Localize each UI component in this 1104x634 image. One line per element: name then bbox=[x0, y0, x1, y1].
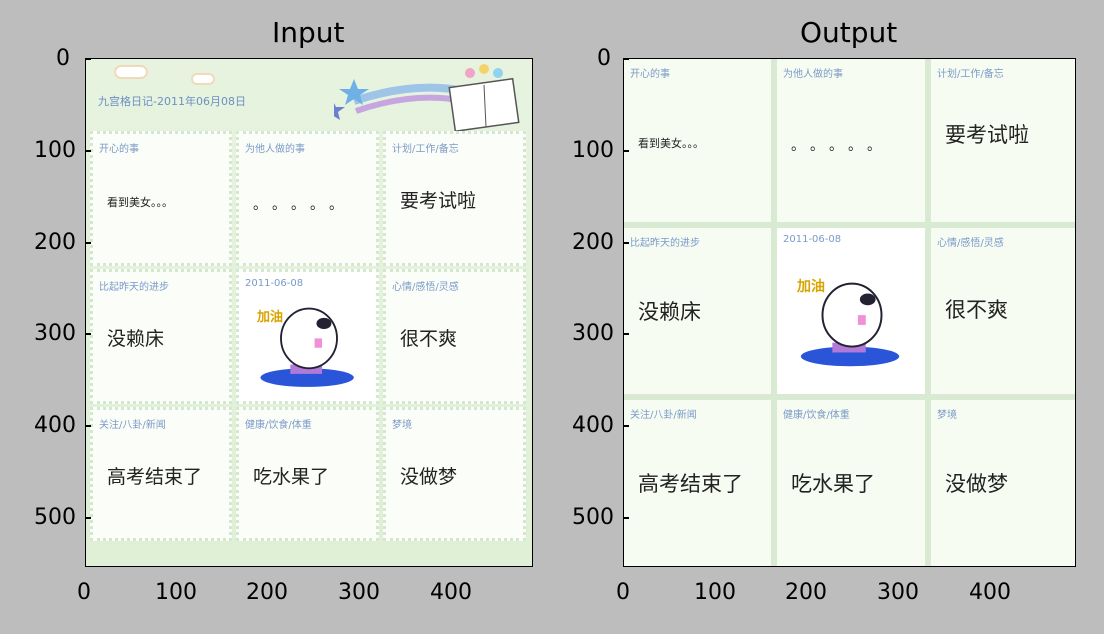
cell-content: 吃水果了 bbox=[253, 466, 330, 488]
cell-news: 关注/八卦/新闻 高考结束了 bbox=[90, 407, 232, 541]
input-x-tick: 400 bbox=[430, 580, 472, 605]
cell-label: 健康/饮食/体重 bbox=[245, 420, 312, 431]
output-y-tick: 400 bbox=[572, 413, 614, 438]
output-title: Output bbox=[800, 16, 898, 49]
ocell-date-sticker: 2011-06-08 加油 bbox=[777, 228, 925, 394]
cell-content: 吃水果了 bbox=[791, 472, 875, 496]
output-y-tick: 500 bbox=[572, 505, 614, 530]
cell-dream: 梦境 没做梦 bbox=[383, 407, 526, 541]
ocell-plan: 计划/工作/备忘 要考试啦 bbox=[931, 59, 1075, 222]
cell-label: 2011-06-08 bbox=[783, 234, 842, 245]
input-title: Input bbox=[272, 16, 345, 49]
cell-mood: 心情/感悟/灵感 很不爽 bbox=[383, 269, 526, 404]
cell-label: 比起昨天的进步 bbox=[99, 282, 169, 293]
cell-label: 关注/八卦/新闻 bbox=[99, 420, 166, 431]
ocell-dream: 梦境 没做梦 bbox=[931, 400, 1075, 566]
cell-content: 没赖床 bbox=[638, 300, 701, 324]
output-y-tick: 0 bbox=[597, 46, 611, 71]
output-x-tick: 300 bbox=[877, 580, 919, 605]
input-axes: 九宫格日记-2011年06月08日 开心的事 看到美女。。。 为他人做的事 。。… bbox=[85, 58, 533, 567]
cell-label: 开心的事 bbox=[630, 69, 670, 80]
ocell-for-others: 为他人做的事 。。。。。 bbox=[777, 59, 925, 222]
input-y-tick: 300 bbox=[34, 321, 76, 346]
cell-content: 。。。。。 bbox=[253, 197, 355, 213]
cell-happy-things: 开心的事 看到美女。。。 bbox=[90, 131, 232, 266]
input-diary-image: 九宫格日记-2011年06月08日 开心的事 看到美女。。。 为他人做的事 。。… bbox=[86, 59, 532, 566]
output-x-tick: 200 bbox=[785, 580, 827, 605]
output-x-tick: 0 bbox=[616, 580, 630, 605]
cell-content: 。。。。。 bbox=[791, 138, 893, 154]
sticker-text: 加油 bbox=[257, 310, 284, 325]
cell-label: 计划/工作/备忘 bbox=[392, 144, 459, 155]
input-y-tick: 0 bbox=[56, 46, 70, 71]
sticker-text: 加油 bbox=[797, 279, 825, 295]
cloud-icon bbox=[114, 65, 148, 79]
cell-label: 比起昨天的进步 bbox=[630, 238, 700, 249]
ocell-mood: 心情/感悟/灵感 很不爽 bbox=[931, 228, 1075, 394]
shooting-star-book-icon bbox=[334, 64, 520, 133]
input-y-tick: 500 bbox=[34, 505, 76, 530]
cell-content: 高考结束了 bbox=[638, 472, 743, 496]
cell-date-sticker: 2011-06-08 加油 bbox=[236, 269, 379, 404]
input-y-tick: 200 bbox=[34, 230, 76, 255]
input-x-tick: 300 bbox=[338, 580, 380, 605]
ocell-news: 关注/八卦/新闻 高考结束了 bbox=[624, 400, 771, 566]
cell-health: 健康/饮食/体重 吃水果了 bbox=[236, 407, 379, 541]
cell-content: 要考试啦 bbox=[400, 190, 477, 212]
cell-label: 心情/感悟/灵感 bbox=[937, 238, 1004, 249]
cloud-icon bbox=[191, 73, 215, 85]
cell-content: 很不爽 bbox=[945, 298, 1008, 322]
ocell-health: 健康/饮食/体重 吃水果了 bbox=[777, 400, 925, 566]
cell-content: 很不爽 bbox=[400, 328, 458, 350]
input-x-tick: 100 bbox=[155, 580, 197, 605]
cheer-sticker-icon bbox=[800, 282, 900, 367]
cell-content: 看到美女。。。 bbox=[107, 196, 173, 209]
cell-content: 没赖床 bbox=[107, 328, 165, 350]
output-x-tick: 400 bbox=[969, 580, 1011, 605]
cell-content: 高考结束了 bbox=[107, 466, 203, 488]
output-y-tick: 100 bbox=[572, 138, 614, 163]
output-axes: 开心的事 看到美女。。。 为他人做的事 。。。。。 计划/工作/备忘 要考试啦 … bbox=[623, 58, 1076, 567]
cheer-sticker-icon bbox=[260, 307, 354, 387]
cell-for-others: 为他人做的事 。。。。。 bbox=[236, 131, 379, 266]
ocell-progress: 比起昨天的进步 没赖床 bbox=[624, 228, 771, 394]
cell-progress: 比起昨天的进步 没赖床 bbox=[90, 269, 232, 404]
input-x-tick: 0 bbox=[77, 580, 91, 605]
cell-label: 心情/感悟/灵感 bbox=[392, 282, 459, 293]
diary-header: 九宫格日记-2011年06月08日 bbox=[98, 95, 246, 108]
output-grid-image: 开心的事 看到美女。。。 为他人做的事 。。。。。 计划/工作/备忘 要考试啦 … bbox=[624, 59, 1075, 566]
output-y-tick: 200 bbox=[572, 230, 614, 255]
cell-label: 2011-06-08 bbox=[245, 278, 304, 289]
cell-label: 关注/八卦/新闻 bbox=[630, 410, 697, 421]
cell-label: 开心的事 bbox=[99, 144, 139, 155]
output-x-tick: 100 bbox=[694, 580, 736, 605]
cell-content: 看到美女。。。 bbox=[638, 137, 704, 150]
cell-content: 没做梦 bbox=[945, 472, 1008, 496]
output-y-tick: 300 bbox=[572, 321, 614, 346]
input-x-tick: 200 bbox=[246, 580, 288, 605]
cell-label: 为他人做的事 bbox=[783, 69, 843, 80]
cell-content: 没做梦 bbox=[400, 466, 458, 488]
cell-content: 要考试啦 bbox=[945, 123, 1029, 147]
cell-plan: 计划/工作/备忘 要考试啦 bbox=[383, 131, 526, 266]
cell-label: 健康/饮食/体重 bbox=[783, 410, 850, 421]
cell-label: 梦境 bbox=[937, 410, 957, 421]
input-y-tick: 100 bbox=[34, 138, 76, 163]
ocell-happy-things: 开心的事 看到美女。。。 bbox=[624, 59, 771, 222]
cell-label: 为他人做的事 bbox=[245, 144, 305, 155]
cell-label: 梦境 bbox=[392, 420, 412, 431]
input-y-tick: 400 bbox=[34, 413, 76, 438]
cell-label: 计划/工作/备忘 bbox=[937, 69, 1004, 80]
